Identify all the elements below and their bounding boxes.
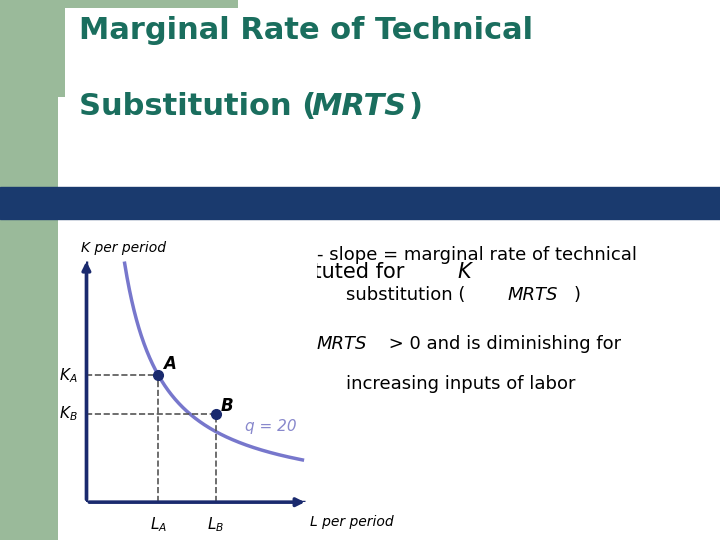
Text: increasing inputs of labor: increasing inputs of labor (346, 375, 575, 393)
Text: - slope = marginal rate of technical: - slope = marginal rate of technical (317, 246, 636, 264)
Text: can be substituted for: can be substituted for (168, 262, 412, 282)
Text: ): ) (573, 286, 580, 304)
Text: q = 20: q = 20 (245, 420, 297, 435)
Text: Marginal Rate of Technical: Marginal Rate of Technical (79, 16, 534, 45)
Text: $K_A$: $K_A$ (59, 366, 78, 384)
Text: $K_B$: $K_B$ (59, 404, 78, 423)
Text: K: K (458, 262, 472, 282)
Text: Substitution (: Substitution ( (79, 92, 317, 121)
Text: B: B (220, 397, 233, 415)
Text: L: L (157, 262, 168, 282)
Text: K per period: K per period (81, 241, 166, 255)
Text: ): ) (409, 92, 423, 121)
Text: MRTS: MRTS (317, 335, 367, 353)
Text: > 0 and is diminishing for: > 0 and is diminishing for (383, 335, 621, 353)
Text: substitution (: substitution ( (346, 286, 465, 304)
Bar (65, 8, 698, 216)
Text: $L_A$: $L_A$ (150, 515, 167, 534)
Text: L per period: L per period (310, 515, 394, 529)
Text: A: A (163, 355, 176, 373)
Bar (0, 187, 720, 219)
Text: MRTS: MRTS (311, 92, 406, 121)
Text: $L_B$: $L_B$ (207, 515, 225, 534)
Text: MRTS: MRTS (508, 286, 558, 304)
Text: which: which (83, 262, 150, 282)
